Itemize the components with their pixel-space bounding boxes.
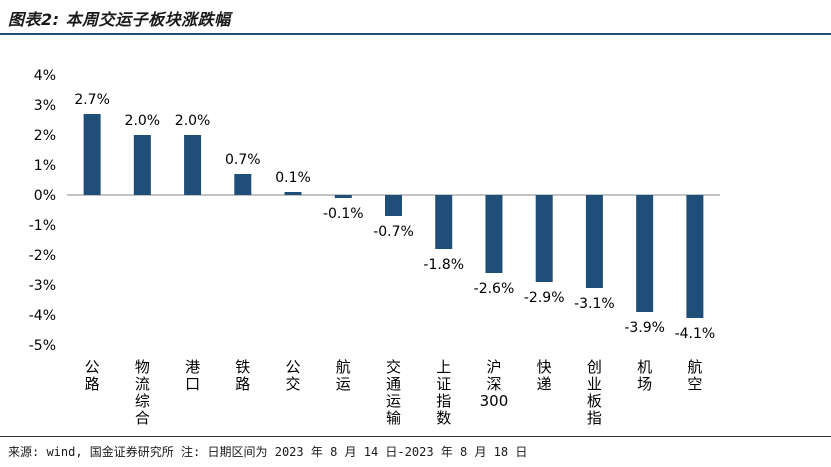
bar-创业板指 — [585, 195, 603, 288]
data-label: -3.9% — [624, 320, 665, 336]
bar-航运 — [334, 195, 352, 198]
bar-快递 — [535, 195, 553, 282]
bar-沪深300 — [485, 195, 503, 273]
x-tick-label: 铁路 — [235, 358, 250, 393]
source-text: 来源: wind, 国金证券研究所 — [8, 445, 174, 459]
bar-航空 — [686, 195, 704, 318]
y-tick-label: -5% — [29, 338, 56, 354]
data-label: 0.1% — [275, 170, 311, 186]
x-tick-label: 公交 — [286, 358, 301, 393]
footer-divider — [0, 436, 831, 437]
x-tick-label: 航运 — [336, 358, 351, 393]
data-label: 2.7% — [74, 92, 110, 108]
x-tick-label: 交通运输 — [386, 358, 401, 427]
x-tick-label: 航空 — [687, 358, 702, 393]
x-tick-label: 快递 — [537, 358, 552, 393]
data-label: 0.7% — [225, 152, 261, 168]
y-tick-label: 1% — [34, 158, 56, 174]
data-label: 2.0% — [125, 113, 161, 129]
data-label: -2.6% — [474, 281, 515, 297]
bar-公交 — [284, 192, 302, 195]
date-note: 注: 日期区间为 2023 年 8 月 14 日-2023 年 8 月 18 日 — [181, 445, 528, 459]
y-tick-label: 2% — [34, 128, 56, 144]
data-label: -1.8% — [423, 257, 464, 273]
y-tick-label: 3% — [34, 98, 56, 114]
data-label: -0.7% — [373, 224, 414, 240]
y-tick-label: -3% — [29, 278, 56, 294]
y-tick-label: 0% — [34, 188, 56, 204]
bar-机场 — [636, 195, 654, 312]
bar-物流综合 — [133, 135, 151, 195]
data-label: -0.1% — [323, 206, 364, 222]
x-tick-label: 沪深 300 — [480, 358, 509, 410]
bar-铁路 — [234, 174, 252, 195]
data-label: -3.1% — [574, 296, 615, 312]
y-tick-label: -4% — [29, 308, 56, 324]
title-divider — [0, 33, 831, 35]
y-tick-label: 4% — [34, 68, 56, 84]
x-tick-label: 港口 — [185, 358, 200, 393]
footer-text: 来源: wind, 国金证券研究所 注: 日期区间为 2023 年 8 月 14… — [8, 443, 527, 460]
bar-上证指数 — [435, 195, 453, 249]
data-label: -4.1% — [675, 326, 716, 342]
chart-title: 图表2: 本周交运子板块涨跌幅 — [8, 10, 231, 29]
data-label: 2.0% — [175, 113, 211, 129]
x-tick-label: 创业板指 — [587, 358, 602, 427]
x-tick-label: 物流综合 — [135, 358, 150, 427]
bar-公路 — [83, 114, 101, 195]
y-tick-label: -1% — [29, 218, 56, 234]
x-tick-label: 上证指数 — [436, 358, 451, 427]
data-label: -2.9% — [524, 290, 565, 306]
bar-港口 — [184, 135, 202, 195]
x-tick-label: 公路 — [85, 358, 100, 393]
y-tick-label: -2% — [29, 248, 56, 264]
bar-交通运输 — [385, 195, 402, 216]
x-tick-label: 机场 — [637, 358, 652, 393]
